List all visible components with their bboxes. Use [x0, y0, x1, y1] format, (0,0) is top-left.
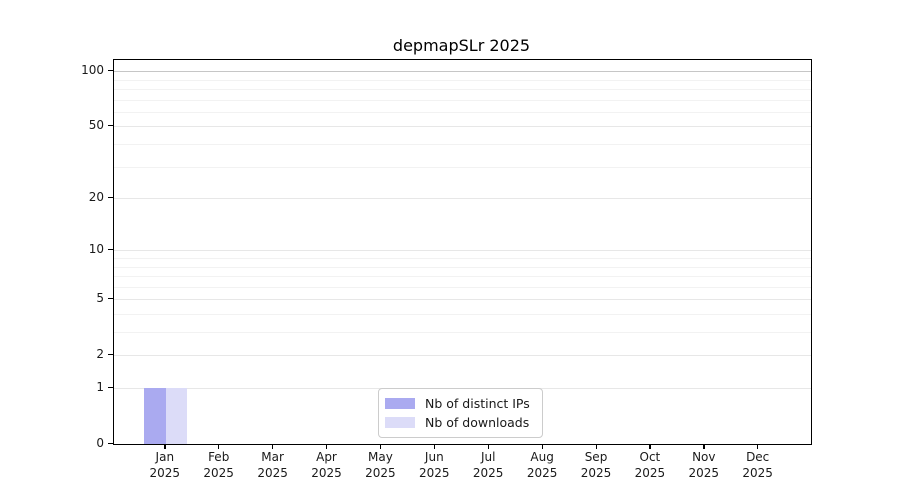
- y-tick-label-5: 5: [96, 291, 104, 306]
- y-tick-label-1: 1: [96, 380, 104, 394]
- y-tick-mark-2: [108, 353, 113, 356]
- x-tick-mark-jan-2025: [164, 444, 166, 450]
- gridline-y-80: [114, 89, 811, 90]
- y-tick-mark-0: [108, 442, 113, 444]
- y-tick-mark-100: [108, 69, 113, 71]
- x-tick-mark-dec-2025: [757, 444, 759, 450]
- gridline-y-6: [114, 286, 811, 288]
- gridline-y-2: [114, 355, 811, 357]
- x-tick-mark-feb-2025: [218, 444, 220, 450]
- x-tick-label-may-2025: May 2025: [365, 450, 396, 480]
- y-tick-label-100: 100: [81, 63, 104, 78]
- gridline-y-4: [114, 313, 811, 315]
- x-tick-mark-jun-2025: [433, 444, 436, 450]
- bar-nb-of-downloads-jan-2025: [165, 388, 188, 444]
- x-tick-label-mar-2025: Mar 2025: [257, 450, 288, 480]
- x-tick-mark-jul-2025: [487, 444, 489, 450]
- x-tick-mark-may-2025: [379, 444, 382, 450]
- x-tick-mark-aug-2025: [541, 444, 543, 450]
- y-tick-mark-50: [108, 124, 113, 127]
- gridline-y-30: [114, 166, 811, 168]
- x-tick-mark-mar-2025: [272, 444, 274, 450]
- x-tick-label-jan-2025: Jan 2025: [149, 450, 181, 480]
- x-tick-mark-sep-2025: [595, 444, 597, 450]
- x-tick-label-sep-2025: Sep 2025: [580, 450, 612, 480]
- x-tick-label-apr-2025: Apr 2025: [311, 450, 342, 480]
- x-tick-label-nov-2025: Nov 2025: [688, 450, 720, 480]
- legend-swatch-distinct-ips: [385, 398, 415, 409]
- gridline-y-50: [114, 126, 811, 128]
- x-tick-label-feb-2025: Feb 2025: [203, 450, 234, 480]
- y-tick-label-20: 20: [88, 190, 104, 205]
- y-tick-label-10: 10: [88, 242, 104, 257]
- x-tick-mark-nov-2025: [703, 444, 705, 450]
- legend-item-distinct-ips: Nb of distinct IPs: [385, 395, 534, 412]
- x-tick-label-jun-2025: Jun 2025: [419, 450, 450, 480]
- bar-nb-of-distinct-ips-jan-2025: [144, 388, 166, 444]
- plot-area: [113, 59, 812, 445]
- x-tick-mark-apr-2025: [326, 444, 328, 450]
- gridline-y-7: [114, 276, 811, 278]
- y-tick-label-2: 2: [96, 347, 104, 362]
- gridline-y-20: [114, 198, 811, 200]
- x-tick-label-aug-2025: Aug 2025: [526, 450, 558, 480]
- gridline-y-40: [114, 144, 811, 145]
- y-tick-mark-20: [108, 196, 113, 198]
- y-tick-label-50: 50: [88, 118, 104, 133]
- y-tick-mark-1: [108, 386, 113, 388]
- legend-label-downloads: Nb of downloads: [425, 415, 530, 430]
- legend-swatch-downloads: [385, 417, 415, 428]
- y-tick-mark-10: [108, 248, 113, 251]
- y-tick-mark-5: [108, 297, 113, 300]
- legend: Nb of distinct IPs Nb of downloads: [378, 388, 543, 438]
- x-tick-label-dec-2025: Dec 2025: [742, 450, 773, 480]
- y-tick-label-0: 0: [96, 436, 104, 450]
- gridline-y-10: [114, 250, 811, 252]
- legend-label-distinct-ips: Nb of distinct IPs: [425, 396, 530, 411]
- legend-item-downloads: Nb of downloads: [385, 414, 534, 431]
- gridline-y-60: [114, 111, 811, 113]
- gridline-y-70: [114, 99, 811, 101]
- gridline-y-3: [114, 332, 811, 333]
- gridline-y-5: [114, 299, 811, 301]
- gridline-y-9: [114, 257, 811, 259]
- gridline-y-100: [114, 71, 811, 73]
- chart-title: depmapSLr 2025: [392, 36, 531, 55]
- gridline-y-8: [114, 266, 811, 268]
- x-tick-label-oct-2025: Oct 2025: [634, 450, 666, 480]
- x-tick-label-jul-2025: Jul 2025: [472, 450, 504, 480]
- gridline-y-90: [114, 79, 811, 81]
- x-tick-mark-oct-2025: [649, 444, 651, 450]
